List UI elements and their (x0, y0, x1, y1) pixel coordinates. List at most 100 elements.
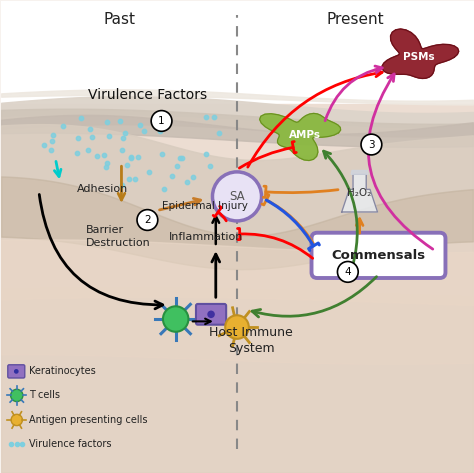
Point (134, 154, 142, 161)
FancyBboxPatch shape (311, 233, 446, 278)
Circle shape (14, 369, 18, 374)
Circle shape (11, 414, 22, 426)
FancyArrowPatch shape (368, 74, 433, 249)
Point (105, 132, 113, 140)
Point (60, 122, 67, 130)
Text: T cells: T cells (28, 390, 60, 401)
FancyBboxPatch shape (196, 304, 226, 324)
Point (73, 149, 81, 157)
Point (168, 172, 176, 180)
Point (136, 122, 144, 129)
Point (179, 154, 186, 162)
Point (123, 161, 130, 169)
Point (146, 168, 153, 175)
FancyArrowPatch shape (262, 194, 313, 244)
Point (176, 154, 184, 162)
Point (47, 146, 55, 154)
Point (116, 117, 123, 125)
Point (189, 173, 197, 181)
Text: Keratinocytes: Keratinocytes (28, 366, 95, 376)
Text: PSMs: PSMs (403, 53, 434, 62)
FancyArrowPatch shape (212, 216, 219, 244)
Circle shape (212, 172, 262, 221)
Point (18, 441, 26, 448)
Point (86, 125, 93, 133)
Point (102, 163, 110, 170)
Point (7, 441, 15, 448)
Point (119, 135, 127, 142)
Text: Barrier
Destruction: Barrier Destruction (86, 225, 151, 248)
Point (77, 114, 85, 122)
Point (118, 146, 126, 154)
Circle shape (163, 307, 189, 332)
FancyArrowPatch shape (248, 70, 382, 167)
Circle shape (137, 210, 158, 230)
Point (158, 150, 166, 158)
Point (93, 152, 100, 159)
Text: 1: 1 (158, 116, 165, 126)
Point (13, 441, 20, 448)
Point (128, 153, 135, 161)
Text: Inflammation: Inflammation (169, 231, 244, 242)
Polygon shape (382, 29, 459, 79)
FancyArrowPatch shape (252, 277, 376, 317)
Polygon shape (260, 114, 341, 160)
Circle shape (225, 315, 249, 339)
Point (40, 141, 47, 149)
Point (103, 119, 111, 126)
Text: Virulence factors: Virulence factors (28, 439, 111, 449)
Point (118, 182, 126, 189)
FancyBboxPatch shape (8, 365, 25, 378)
Circle shape (361, 134, 382, 155)
Point (121, 130, 129, 137)
Text: Virulence Factors: Virulence Factors (88, 88, 207, 102)
Point (173, 162, 181, 170)
Circle shape (337, 262, 358, 282)
Text: H₂O₂: H₂O₂ (347, 188, 372, 198)
Text: Antigen presenting cells: Antigen presenting cells (28, 415, 147, 425)
FancyArrowPatch shape (324, 151, 357, 272)
Text: AMPs: AMPs (290, 130, 321, 140)
Circle shape (10, 389, 23, 402)
FancyArrowPatch shape (212, 254, 219, 298)
FancyArrowPatch shape (160, 199, 201, 210)
Point (131, 175, 139, 183)
Point (49, 131, 57, 139)
Text: 2: 2 (144, 215, 151, 225)
FancyArrowPatch shape (263, 186, 338, 197)
Circle shape (151, 111, 172, 131)
Point (160, 185, 168, 193)
Text: 4: 4 (345, 267, 351, 277)
Text: Adhesion: Adhesion (77, 184, 128, 194)
Text: 3: 3 (368, 140, 375, 149)
Point (140, 127, 148, 135)
Polygon shape (342, 174, 377, 212)
Point (100, 151, 108, 158)
FancyArrowPatch shape (237, 228, 313, 258)
Text: Past: Past (103, 12, 135, 27)
Point (127, 154, 135, 162)
Point (210, 113, 218, 120)
Circle shape (207, 311, 215, 318)
Point (202, 150, 210, 158)
FancyArrowPatch shape (213, 206, 226, 221)
Text: Commensals: Commensals (331, 249, 426, 262)
Point (88, 133, 96, 140)
Polygon shape (351, 170, 368, 174)
Point (183, 179, 191, 186)
FancyArrowPatch shape (118, 166, 125, 200)
Point (206, 162, 214, 170)
Point (202, 114, 210, 121)
FancyArrowPatch shape (239, 141, 296, 168)
FancyArrowPatch shape (192, 319, 210, 324)
Point (156, 127, 164, 134)
Point (104, 159, 111, 167)
Point (48, 138, 56, 145)
Point (84, 146, 92, 154)
FancyArrowPatch shape (55, 161, 61, 176)
Point (126, 175, 133, 183)
FancyArrowPatch shape (356, 219, 363, 233)
FancyArrowPatch shape (325, 66, 382, 121)
Text: Present: Present (326, 12, 384, 27)
Text: Host Immune
System: Host Immune System (210, 326, 293, 355)
